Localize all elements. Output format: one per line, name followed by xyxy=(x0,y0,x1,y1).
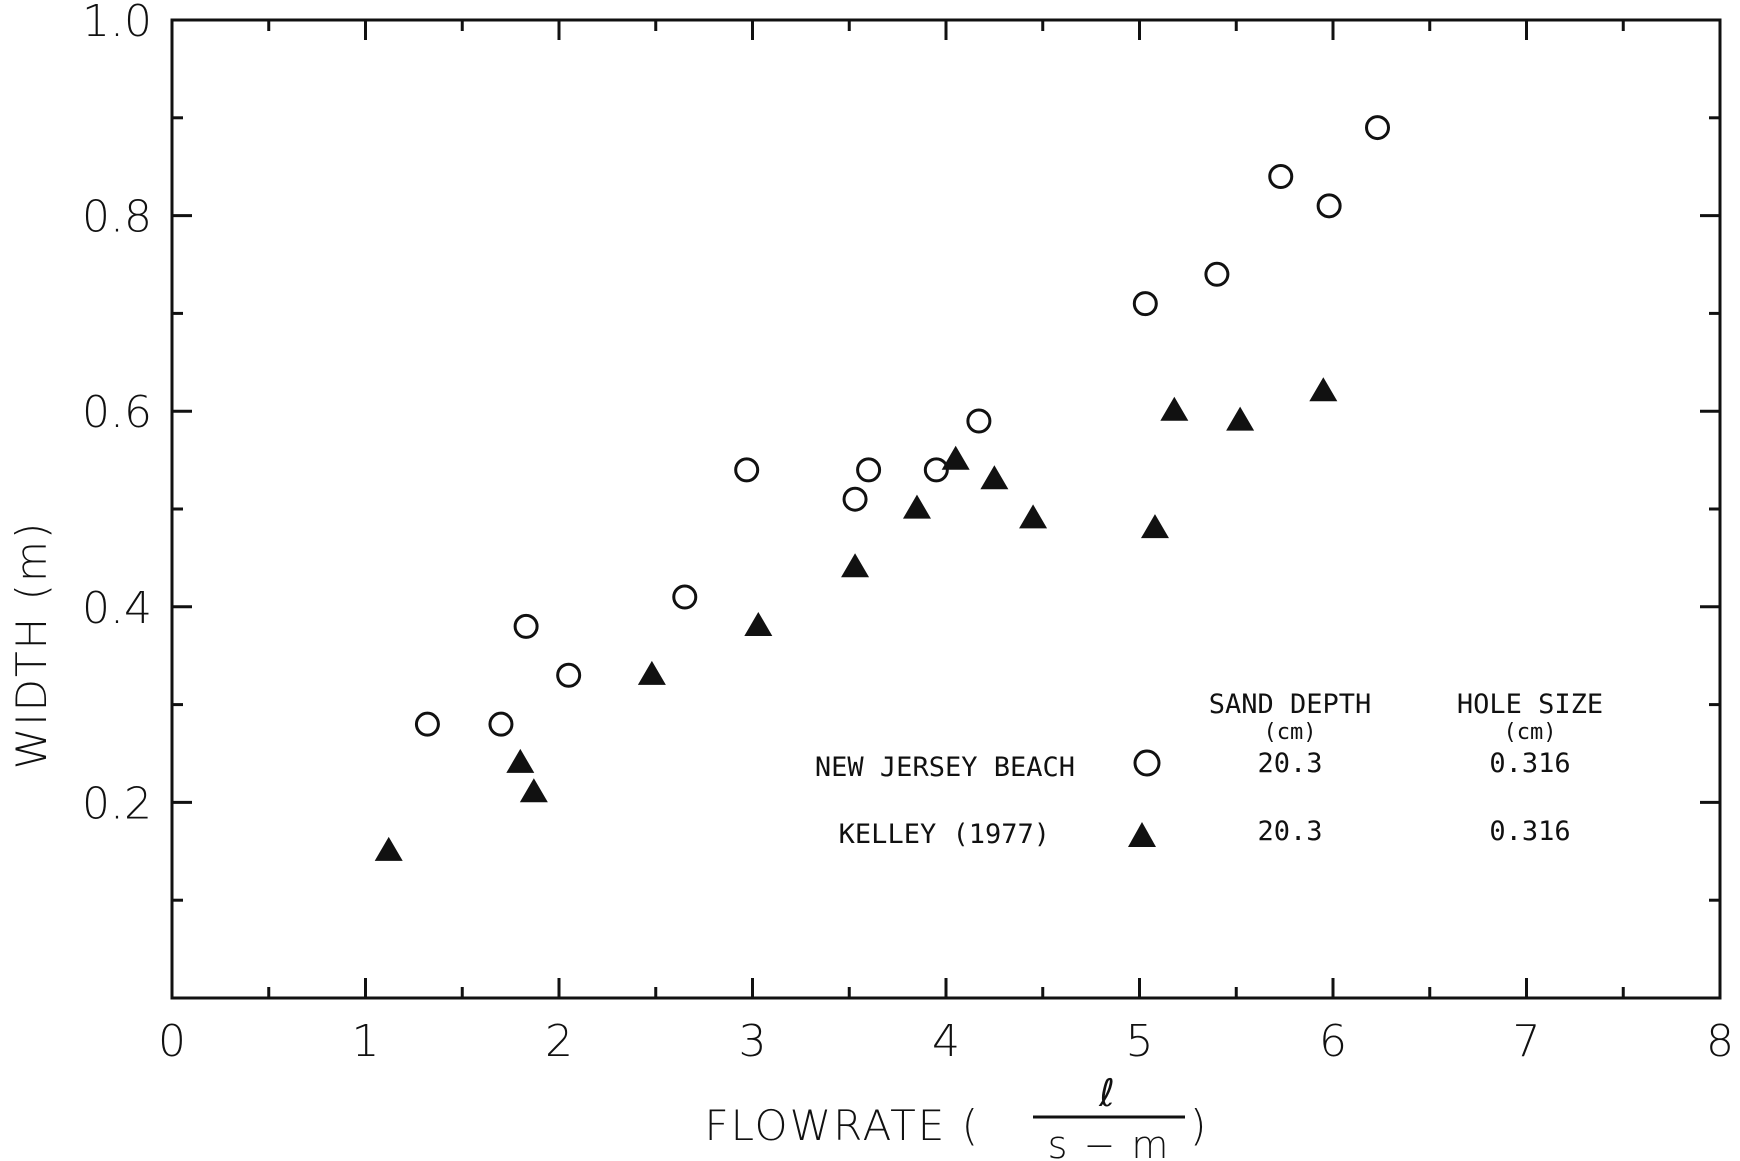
data-point-circle xyxy=(1365,115,1391,141)
data-point-triangle xyxy=(637,660,666,685)
legend-series-name: KELLEY (1977) xyxy=(839,819,1050,850)
data-point-triangle xyxy=(841,553,870,578)
x-tick-label: 7 xyxy=(1513,1016,1541,1067)
data-point-triangle xyxy=(980,465,1009,490)
legend: SAND DEPTH (cm) HOLE SIZE (cm) NEW JERSE… xyxy=(815,689,1603,850)
x-axis-unit-denominator: s − m xyxy=(1048,1123,1171,1161)
plot-frame xyxy=(170,18,1722,1000)
series-open-circle xyxy=(414,115,1391,737)
data-point-circle xyxy=(734,457,760,483)
legend-filled-triangle-marker xyxy=(1128,822,1156,847)
legend-header-hole-size-unit: (cm) xyxy=(1504,720,1557,745)
legend-header-sand-depth: SAND DEPTH xyxy=(1209,689,1372,720)
data-point-triangle xyxy=(744,611,773,636)
x-tick-label: 3 xyxy=(739,1016,767,1067)
x-tick-label: 1 xyxy=(352,1016,380,1067)
legend-hole-size-value: 0.316 xyxy=(1489,748,1570,779)
legend-header-sand-depth-unit: (cm) xyxy=(1264,720,1317,745)
data-point-circle xyxy=(856,457,882,483)
data-point-triangle xyxy=(902,494,931,519)
data-point-circle xyxy=(923,457,949,483)
data-point-triangle xyxy=(519,778,548,803)
data-point-triangle xyxy=(941,445,970,470)
data-point-circle xyxy=(513,613,539,639)
data-point-circle xyxy=(556,662,582,688)
x-tick-label: 5 xyxy=(1126,1016,1154,1067)
data-point-triangle xyxy=(374,836,403,861)
data-point-circle xyxy=(488,711,514,737)
legend-header-hole-size: HOLE SIZE xyxy=(1457,689,1603,720)
legend-sand-depth-value: 20.3 xyxy=(1257,748,1322,779)
data-point-triangle xyxy=(1019,504,1048,529)
data-point-triangle xyxy=(506,748,535,773)
y-tick-label: 0.4 xyxy=(82,583,152,634)
data-point-triangle xyxy=(1226,406,1255,431)
data-point-circle xyxy=(1268,163,1294,189)
y-tick-label: 0.8 xyxy=(82,192,152,243)
x-axis-tick-labels: 0 1 2 3 4 5 6 7 8 xyxy=(158,1016,1734,1067)
x-tick-label: 6 xyxy=(1319,1016,1347,1067)
x-tick-label: 4 xyxy=(932,1016,960,1067)
x-axis-unit-numerator: ℓ xyxy=(1098,1071,1117,1115)
y-tick-label: 1.0 xyxy=(82,0,152,47)
data-point-circle xyxy=(1204,261,1230,287)
legend-hole-size-value: 0.316 xyxy=(1489,816,1570,847)
y-tick-label: 0.2 xyxy=(82,778,152,829)
data-point-circle xyxy=(1316,193,1342,219)
y-axis-title: WIDTH (m) xyxy=(7,521,56,770)
data-point-circle xyxy=(842,486,868,512)
data-point-circle xyxy=(966,408,992,434)
data-point-circle xyxy=(1132,291,1158,317)
x-axis-ticks xyxy=(170,20,1722,998)
legend-open-circle-marker xyxy=(1133,749,1161,777)
data-point-circle xyxy=(672,584,698,610)
data-point-triangle xyxy=(1160,396,1189,421)
data-series xyxy=(374,115,1391,861)
data-point-triangle xyxy=(1140,514,1169,539)
data-point-circle xyxy=(414,711,440,737)
x-axis-title-text: FLOWRATE ( xyxy=(704,1101,980,1150)
x-tick-label: 2 xyxy=(545,1016,573,1067)
y-axis-tick-labels: 0.2 0.4 0.6 0.8 1.0 xyxy=(82,0,152,829)
series-filled-triangle xyxy=(374,377,1338,861)
y-tick-label: 0.6 xyxy=(82,387,152,438)
x-axis-title: FLOWRATE ( ℓ s − m ) xyxy=(704,1071,1208,1161)
y-axis-ticks xyxy=(172,18,1720,1000)
x-tick-label: 8 xyxy=(1706,1016,1734,1067)
legend-series-name: NEW JERSEY BEACH xyxy=(815,752,1075,783)
legend-sand-depth-value: 20.3 xyxy=(1257,816,1322,847)
data-point-triangle xyxy=(1309,377,1338,402)
x-tick-label: 0 xyxy=(158,1016,186,1067)
x-axis-title-close-paren: ) xyxy=(1190,1101,1208,1150)
